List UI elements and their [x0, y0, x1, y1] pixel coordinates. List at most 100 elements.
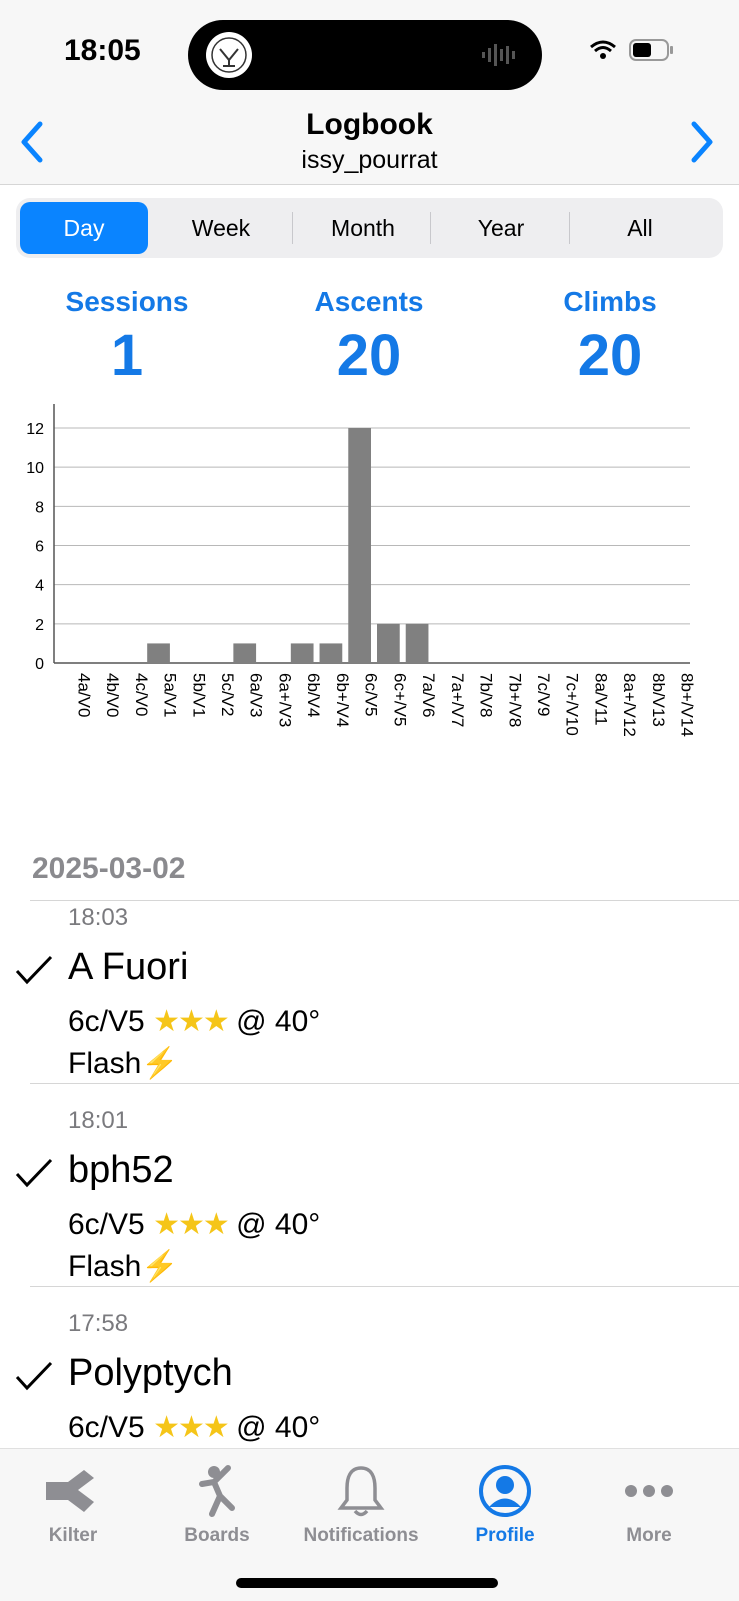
x-tick-label: 8b+/V14	[678, 673, 697, 737]
climb-name: bph52	[68, 1149, 174, 1191]
y-tick-label: 10	[26, 460, 44, 477]
x-tick-label: 6a+/V3	[275, 673, 294, 727]
tab-label: Profile	[475, 1525, 535, 1546]
tab-label: Notifications	[303, 1525, 419, 1546]
y-tick-label: 6	[35, 539, 44, 556]
tab-kilter[interactable]: Kilter	[3, 1463, 143, 1547]
x-tick-label: 6c/V5	[362, 673, 381, 716]
bell-icon	[337, 1466, 385, 1517]
segment-divider	[430, 212, 431, 244]
kilter-logo-icon	[46, 1470, 94, 1512]
tab-bar: Kilter Boards Notifications Profile More	[0, 1448, 739, 1601]
audio-wave-icon	[482, 44, 515, 66]
bar	[147, 643, 170, 663]
segment-day[interactable]: Day	[20, 202, 148, 254]
x-tick-label: 8a/V11	[591, 673, 610, 726]
climb-grade: 6c/V5	[68, 1005, 145, 1038]
lightning-icon: ⚡	[141, 1047, 179, 1080]
x-tick-label: 7b/V8	[477, 673, 496, 717]
y-tick-label: 4	[35, 578, 44, 595]
checkmark-icon	[15, 955, 53, 985]
board-angle: @ 40°	[236, 1005, 321, 1038]
board-angle: @ 40°	[236, 1208, 321, 1241]
climb-name: A Fuori	[68, 946, 189, 988]
checkmark-icon	[15, 1361, 53, 1391]
ascent-time: 18:01	[68, 1107, 129, 1134]
tab-more[interactable]: More	[579, 1463, 719, 1547]
ascent-list-item[interactable]: 17:58 Polyptych 6c/V5 ★★★ @ 40°	[0, 1306, 739, 1448]
bar	[319, 643, 343, 663]
ascent-result: Flash⚡	[68, 1046, 179, 1081]
dynamic-island[interactable]	[188, 20, 542, 90]
result-label: Flash	[68, 1047, 142, 1080]
stat-value: 20	[336, 323, 402, 388]
segment-week[interactable]: Week	[191, 215, 251, 241]
bar	[405, 623, 429, 663]
tab-profile[interactable]: Profile	[435, 1463, 575, 1547]
x-tick-label: 7c+/V10	[563, 673, 582, 736]
x-tick-label: 7c/V9	[534, 673, 553, 716]
checkmark-icon	[15, 1158, 53, 1188]
lightning-icon: ⚡	[141, 1250, 179, 1283]
x-tick-label: 5a/V1	[161, 673, 180, 717]
segment-all[interactable]: All	[627, 215, 653, 241]
climb-name: Polyptych	[68, 1352, 233, 1394]
result-label: Flash	[68, 1250, 142, 1283]
ascent-list: 18:03 A Fuori 6c/V5 ★★★ @ 40° Flash⚡ 18:…	[0, 900, 739, 1448]
ascent-time: 17:58	[68, 1310, 129, 1337]
stat-ascents: Ascents 20	[249, 286, 489, 389]
star-rating-icon: ★★★	[153, 1005, 230, 1038]
bar	[290, 643, 314, 663]
x-tick-label: 8a+/V12	[620, 673, 639, 737]
x-tick-label: 5b/V1	[189, 673, 208, 717]
chevron-right-icon[interactable]	[680, 118, 720, 166]
chevron-left-icon[interactable]	[14, 118, 54, 166]
log-date-header: 2025-03-02	[32, 852, 186, 885]
x-tick-label: 4a/V0	[74, 673, 93, 717]
star-rating-icon: ★★★	[153, 1208, 230, 1241]
climb-grade: 6c/V5	[68, 1411, 145, 1444]
segment-divider	[292, 212, 293, 244]
y-tick-label: 0	[35, 656, 44, 673]
x-tick-label: 7b+/V8	[505, 673, 524, 727]
x-tick-label: 6c+/V5	[390, 673, 409, 726]
bar	[233, 643, 257, 663]
stat-label: Ascents	[314, 286, 424, 317]
x-tick-label: 6b+/V4	[333, 673, 352, 727]
tab-notifications[interactable]: Notifications	[291, 1463, 431, 1547]
tab-label: Boards	[184, 1525, 250, 1546]
ascent-list-item[interactable]: 18:03 A Fuori 6c/V5 ★★★ @ 40° Flash⚡	[0, 900, 739, 1105]
wifi-icon	[590, 40, 616, 59]
segment-month[interactable]: Month	[331, 215, 395, 241]
segment-year[interactable]: Year	[477, 215, 525, 241]
period-segmented-control: Day Week Month Year All	[16, 198, 723, 258]
ascent-time: 18:03	[68, 904, 129, 931]
ascent-list-item[interactable]: 18:01 bph52 6c/V5 ★★★ @ 40° Flash⚡	[0, 1103, 739, 1308]
stat-value: 1	[110, 323, 144, 388]
stat-label: Sessions	[65, 286, 189, 317]
y-tick-label: 2	[35, 617, 44, 634]
climb-grade-line: 6c/V5 ★★★ @ 40°	[68, 1207, 320, 1242]
profile-icon	[479, 1465, 531, 1517]
stat-value: 20	[577, 323, 643, 388]
bar	[348, 428, 371, 663]
x-tick-label: 7a/V6	[419, 673, 438, 717]
climb-grade: 6c/V5	[68, 1208, 145, 1241]
climb-grade-line: 6c/V5 ★★★ @ 40°	[68, 1004, 320, 1039]
grade-distribution-chart: 0 2 4 6 8 10 12 4a/V0 4b/V0 4c/V0 5a/V1 5b/V1 5c/V2 6…	[26, 404, 697, 737]
tab-boards[interactable]: Boards	[147, 1463, 287, 1547]
list-separator	[30, 900, 739, 901]
tab-label: Kilter	[48, 1525, 98, 1546]
stat-sessions: Sessions 1	[7, 286, 247, 389]
list-separator	[30, 1083, 739, 1084]
stat-climbs: Climbs 20	[490, 286, 730, 389]
status-time: 18:05	[64, 34, 141, 67]
x-tick-label: 4b/V0	[103, 673, 122, 717]
tab-label: More	[626, 1525, 672, 1546]
list-separator	[30, 1286, 739, 1287]
segment-divider	[569, 212, 570, 244]
ascent-result: Flash⚡	[68, 1249, 179, 1284]
home-indicator	[236, 1578, 498, 1588]
board-angle: @ 40°	[236, 1411, 321, 1444]
star-rating-icon: ★★★	[153, 1411, 230, 1444]
